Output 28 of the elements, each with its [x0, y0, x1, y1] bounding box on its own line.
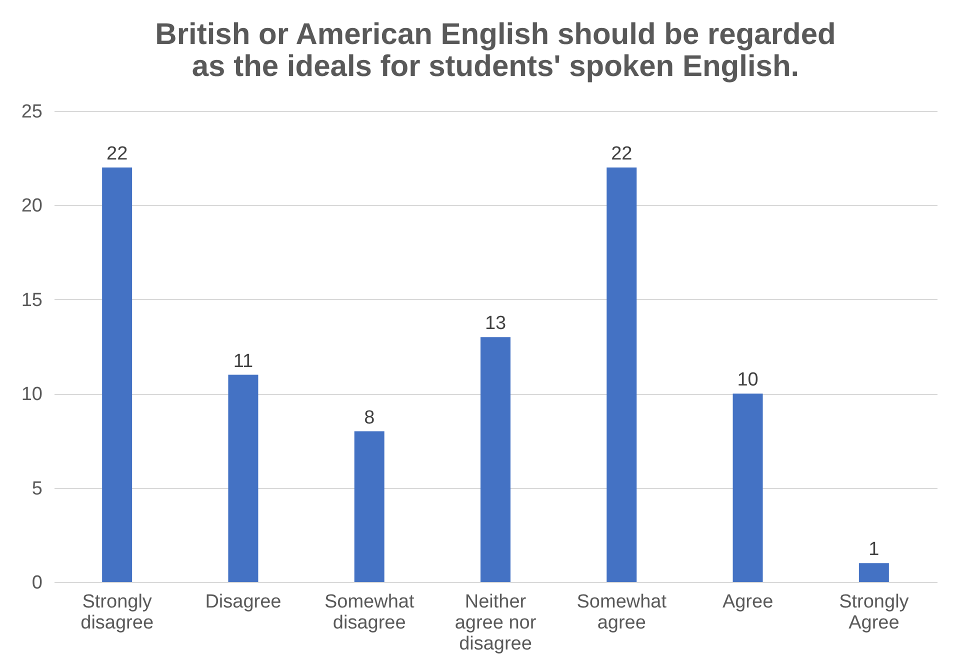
bar	[228, 374, 258, 582]
bar	[480, 337, 510, 582]
y-tick-label: 20	[21, 196, 42, 217]
data-label: 10	[737, 370, 758, 391]
bar	[102, 168, 132, 582]
chart-title: British or American English should be regarded as the ideals for students' spoken English.	[155, 18, 836, 83]
x-tick-label: Strongly disagree	[80, 592, 154, 634]
x-tick-label: Disagree	[205, 592, 282, 612]
bar	[354, 431, 384, 582]
x-tick-label: Agree	[722, 592, 774, 612]
x-tick-label: Strongly Agree	[839, 592, 910, 634]
bar	[732, 394, 763, 582]
x-tick-label: Somewhat disagree	[324, 592, 415, 634]
data-label: 11	[233, 350, 254, 372]
y-tick-label: 5	[32, 478, 42, 500]
x-tick-label: Somewhat agree	[576, 592, 668, 634]
y-tick-label: 0	[32, 572, 42, 594]
y-tick-label: 10	[21, 384, 42, 406]
data-label: 13	[484, 313, 506, 334]
x-tick-label: Neither agree nor disagree	[454, 592, 537, 654]
data-label: 22	[611, 144, 632, 165]
data-label: 8	[364, 407, 375, 428]
y-tick-label: 15	[21, 290, 42, 311]
bar	[606, 168, 637, 582]
data-label: 22	[106, 144, 128, 165]
y-tick-label: 25	[21, 102, 42, 122]
bar	[858, 563, 889, 582]
data-label: 1	[868, 539, 880, 560]
